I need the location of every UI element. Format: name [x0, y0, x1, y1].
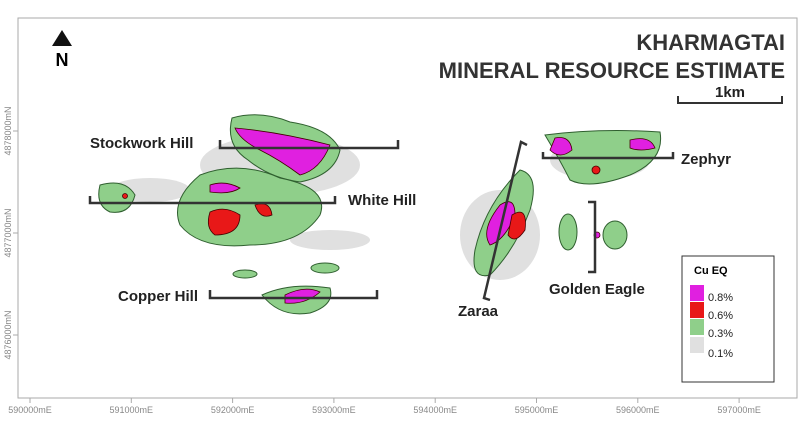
legend-swatch [690, 302, 704, 318]
scale-bar [677, 96, 783, 104]
x-axis-label: 595000mE [515, 405, 559, 415]
section-line [208, 290, 379, 300]
shell [232, 269, 258, 279]
x-axis-label: 597000mE [717, 405, 761, 415]
section-line [88, 196, 337, 205]
title: MINERAL RESOURCE ESTIMATE [439, 58, 785, 83]
x-axis-label: 591000mE [110, 405, 154, 415]
mid-grade [591, 165, 601, 175]
mid-grade [122, 193, 128, 199]
legend-swatch [690, 285, 704, 301]
mid-grade [507, 211, 526, 240]
section-line [482, 140, 528, 302]
scale-label: 1km [715, 84, 745, 101]
y-axis-label: 4878000mN [3, 106, 13, 155]
deposit-label: Zaraa [458, 303, 499, 320]
section-line [218, 140, 400, 150]
axis-labels: 590000mE 591000mE 592000mE 593000mE 594000mE… [3, 106, 761, 415]
legend-label: 0.6% [708, 310, 733, 322]
deposit-label: Zephyr [681, 151, 731, 168]
title: KHARMAGTAI [636, 30, 785, 55]
low-grade [290, 230, 370, 250]
x-axis-label: 592000mE [211, 405, 255, 415]
deposit-label: Copper Hill [118, 288, 198, 305]
sections [88, 140, 675, 302]
deposit-label: Golden Eagle [549, 281, 645, 298]
shell [558, 213, 578, 251]
deposit-label: Stockwork Hill [90, 135, 193, 152]
high-grade [629, 138, 656, 151]
map-frame [17, 17, 798, 399]
legend-swatch [690, 337, 704, 353]
grade-shells [98, 114, 662, 315]
legend-label: 0.1% [708, 348, 733, 360]
high-grade [284, 288, 321, 304]
legend-label: 0.3% [708, 328, 733, 340]
north-arrow [52, 30, 72, 46]
section-line [541, 152, 675, 160]
legend: Cu EQ 0.8% 0.6% 0.3% 0.1% [681, 255, 775, 383]
legend-label: 0.8% [708, 292, 733, 304]
mid-grade [207, 208, 241, 236]
shell [310, 262, 340, 274]
x-axis-label: 594000mE [413, 405, 457, 415]
y-axis-label: 4876000mN [3, 310, 13, 359]
high-grade [209, 182, 241, 194]
x-axis-label: 593000mE [312, 405, 356, 415]
north-label: N [56, 50, 69, 70]
section-line [588, 200, 597, 274]
high-grade [549, 137, 573, 156]
legend-title: Cu EQ [694, 265, 728, 277]
shell [602, 220, 628, 250]
high-grade [234, 127, 331, 176]
y-axis-label: 4877000mN [3, 208, 13, 257]
deposit-label: White Hill [348, 192, 416, 209]
legend-swatch [690, 319, 704, 335]
x-axis-label: 596000mE [616, 405, 660, 415]
x-axis-label: 590000mE [8, 405, 52, 415]
